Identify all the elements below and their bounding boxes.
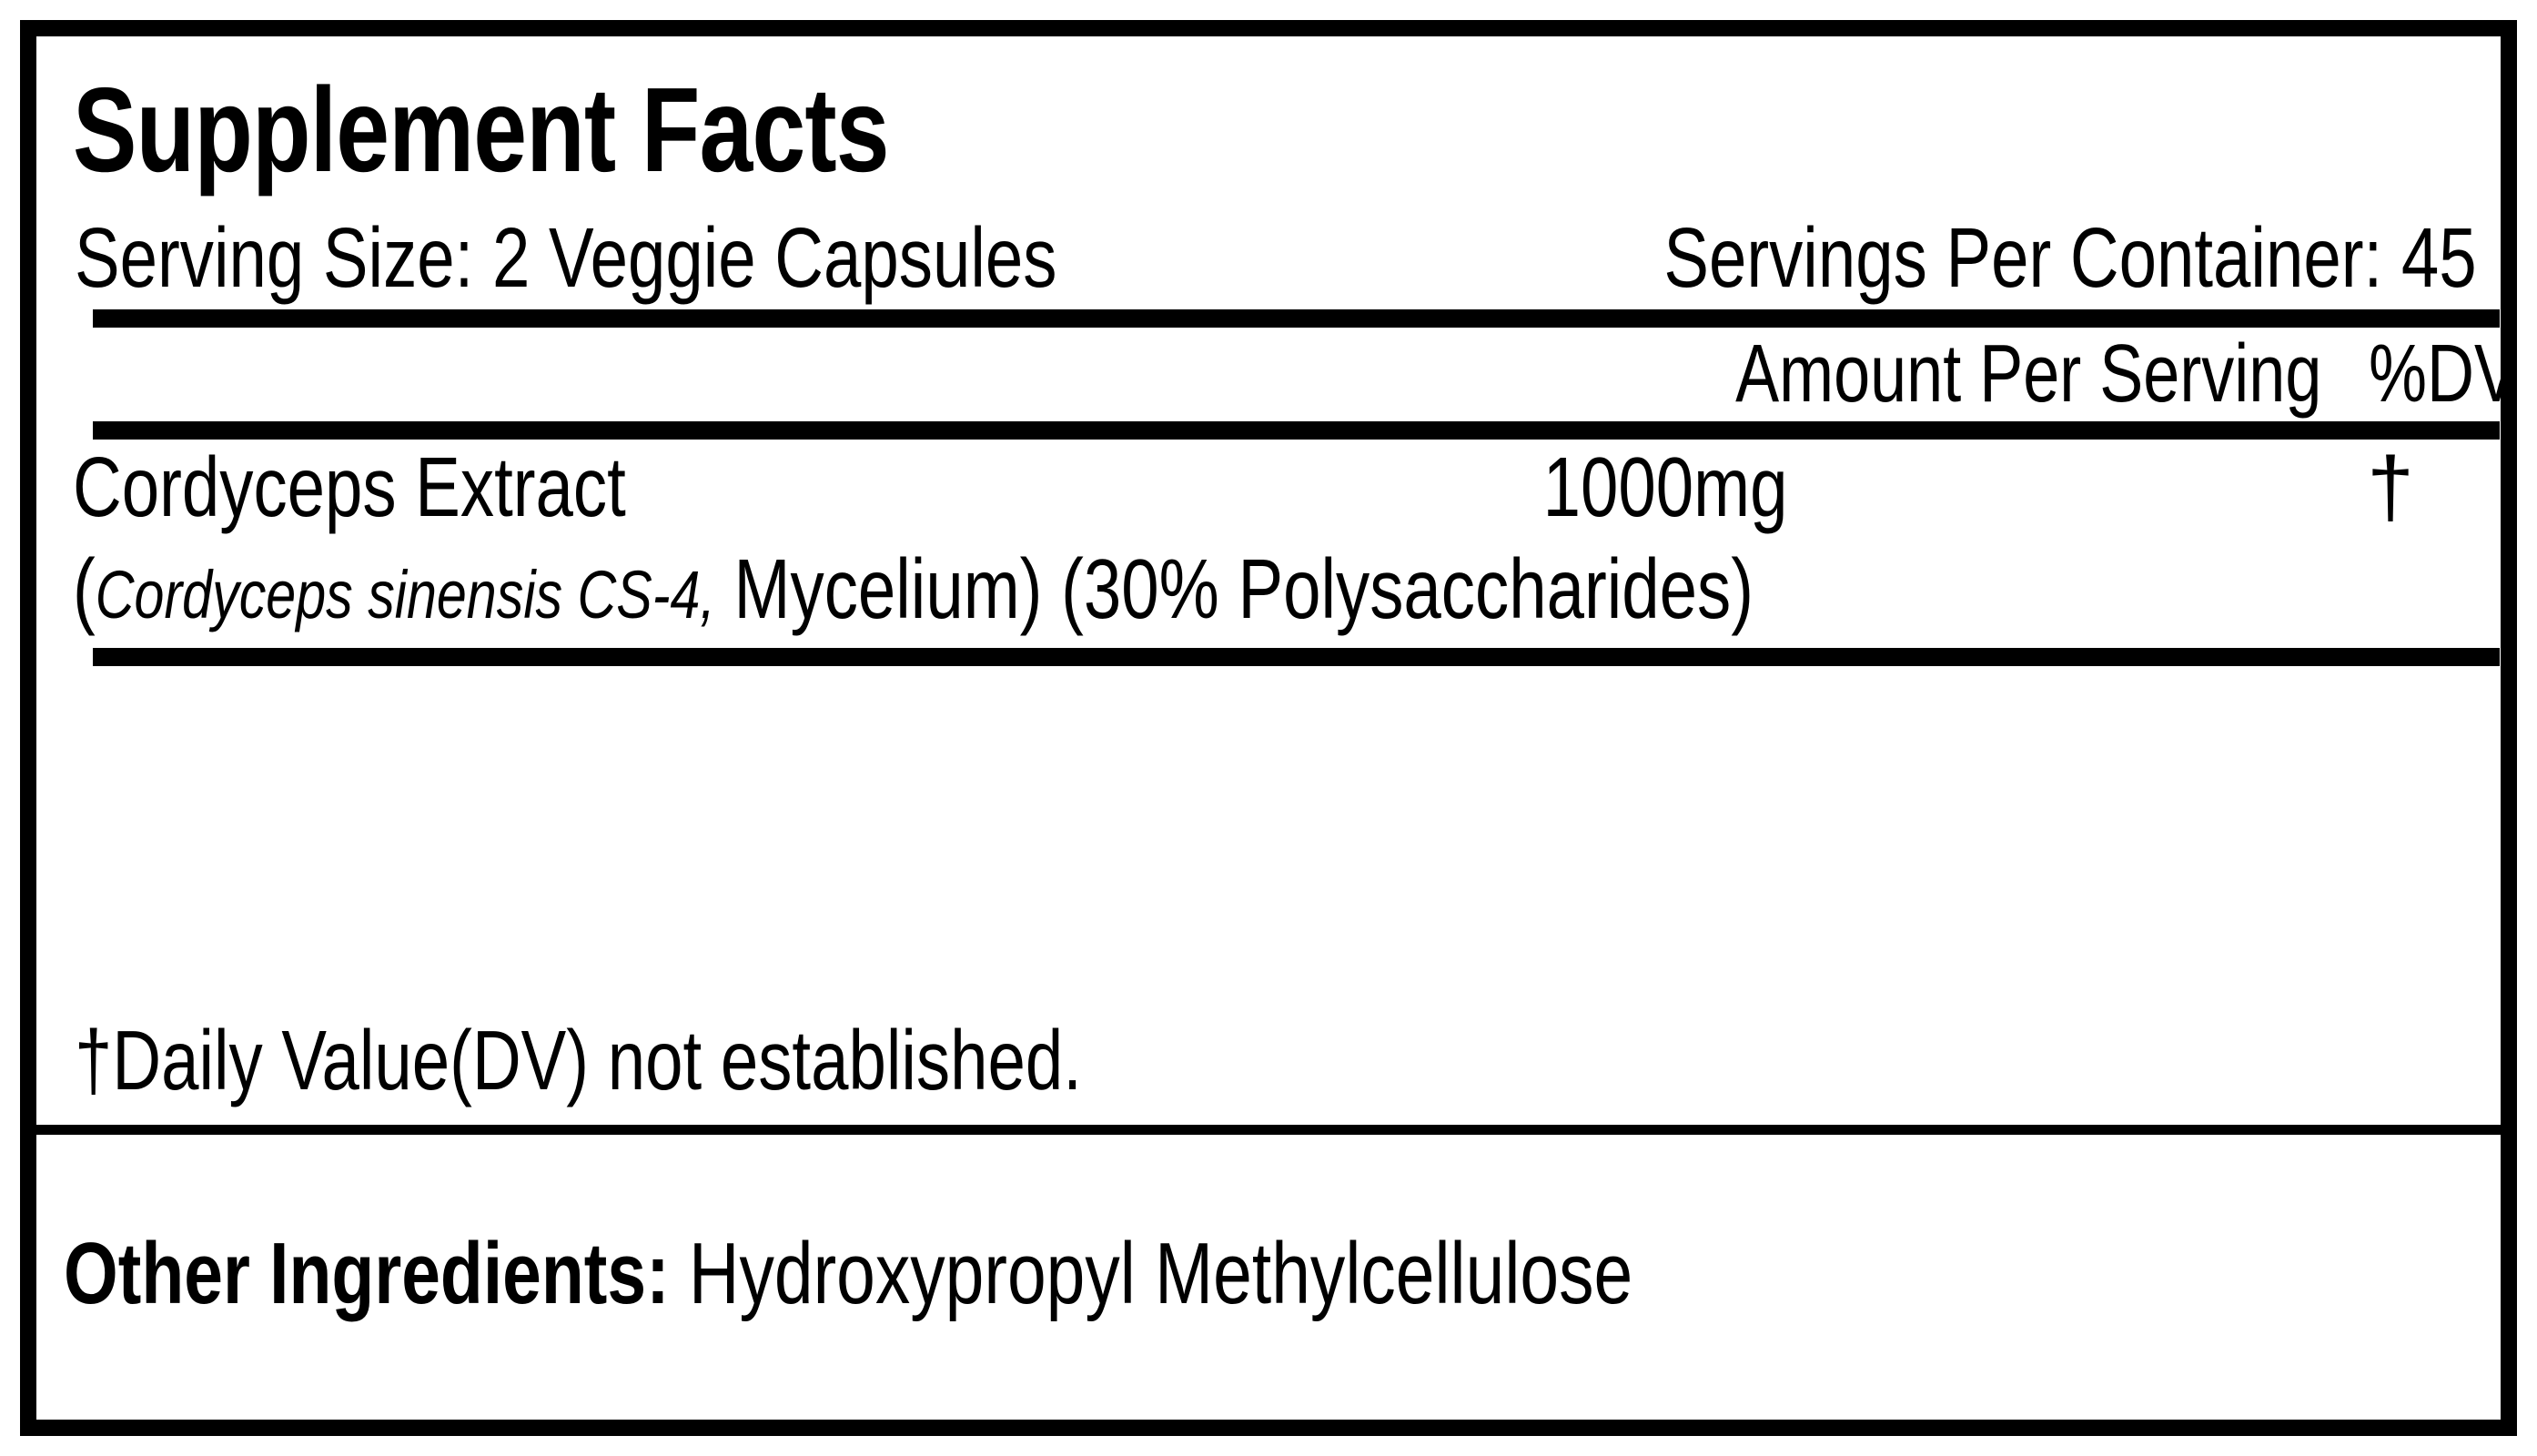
nutrient-source-row: (Cordyceps sinensis CS-4, Mycelium) (30%… [73,539,2500,639]
nutrient-dv: † [2367,440,2414,534]
table-header-row: Amount Per Serving %DV [93,328,2517,421]
daily-value-footnote: †Daily Value(DV) not established. [75,1010,2441,1110]
amount-per-serving-label: Amount Per Serving [1734,329,2321,420]
other-ingredients-label: Other Ingredients: [64,1225,670,1322]
divider-rule-header [93,421,2500,440]
servings-per-container-text: Servings Per Container: 45 [1663,210,2477,305]
supplement-facts-panel: Supplement Facts Serving Size: 2 Veggie … [20,20,2517,1436]
other-ingredients-row: Other Ingredients: Hydroxypropyl Methylc… [64,1219,2501,1329]
percent-dv-label: %DV [2369,329,2517,420]
nutrient-source-open-paren: ( [73,541,96,636]
divider-rule-footnote [93,648,2500,666]
panel-title: Supplement Facts [73,62,2439,198]
nutrient-amount: 1000mg [1542,440,1788,534]
divider-rule-other-ingredients [36,1125,2501,1135]
divider-rule-top [93,309,2500,328]
daily-value-footnote-text: †Daily Value(DV) not established. [75,1013,1082,1107]
other-ingredients-value: Hydroxypropyl Methylcellulose [669,1225,1633,1322]
nutrient-name: Cordyceps Extract [73,440,626,534]
nutrient-source-detail: Mycelium) (30% Polysaccharides) [714,541,1754,636]
serving-size-text: Serving Size: 2 Veggie Capsules [75,210,1057,305]
nutrient-row: Cordyceps Extract 1000mg † [73,437,2500,537]
nutrient-latin-name: Cordyceps sinensis CS-4, [95,557,715,632]
serving-info-row: Serving Size: 2 Veggie Capsules Servings… [75,207,2477,308]
panel-title-text: Supplement Facts [73,63,890,197]
